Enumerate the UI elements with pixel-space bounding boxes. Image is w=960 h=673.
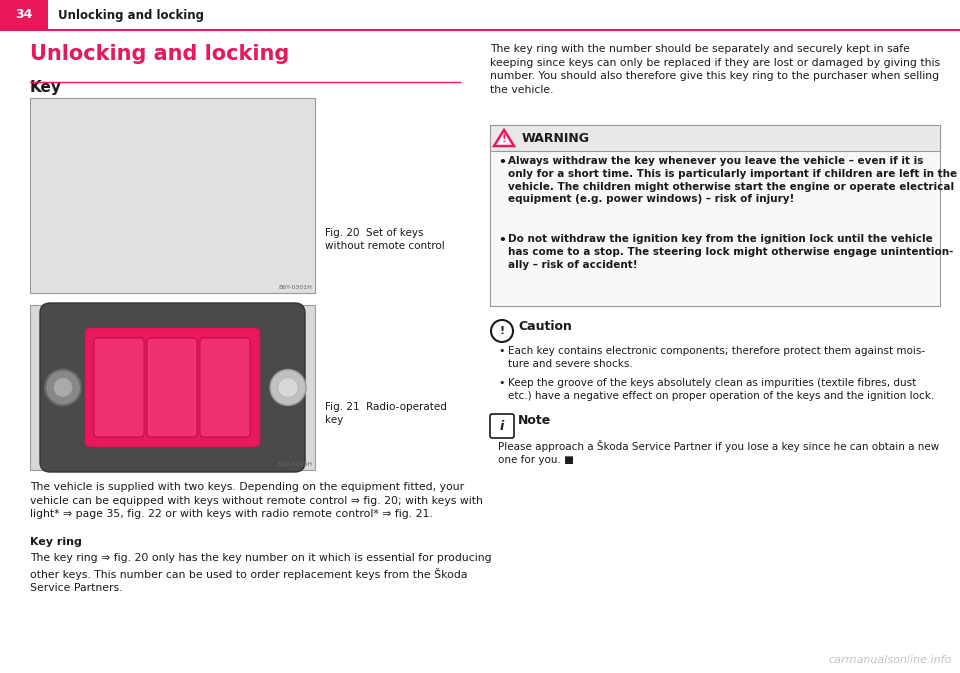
Circle shape — [270, 369, 306, 406]
FancyBboxPatch shape — [200, 338, 250, 437]
Text: The vehicle is supplied with two keys. Depending on the equipment fitted, your
v: The vehicle is supplied with two keys. D… — [30, 482, 483, 519]
Text: B6Y-0301H: B6Y-0301H — [278, 285, 312, 290]
Text: carmanualsonline.info: carmanualsonline.info — [828, 655, 952, 665]
Text: Keep the groove of the keys absolutely clean as impurities (textile fibres, dust: Keep the groove of the keys absolutely c… — [508, 378, 934, 401]
Text: Do not withdraw the ignition key from the ignition lock until the vehicle
has co: Do not withdraw the ignition key from th… — [508, 234, 953, 270]
Text: •: • — [498, 378, 505, 388]
Bar — [30, 98, 315, 293]
Text: Fig. 20  Set of keys
without remote control: Fig. 20 Set of keys without remote contr… — [325, 227, 444, 251]
FancyBboxPatch shape — [94, 338, 144, 437]
Bar — [48, 0, 960, 30]
Text: Caution: Caution — [518, 320, 572, 332]
FancyBboxPatch shape — [40, 303, 305, 472]
Circle shape — [53, 378, 73, 398]
Circle shape — [491, 320, 513, 342]
Text: Unlocking and locking: Unlocking and locking — [30, 44, 289, 64]
Text: Unlocking and locking: Unlocking and locking — [58, 9, 204, 22]
FancyBboxPatch shape — [147, 338, 197, 437]
Polygon shape — [494, 130, 514, 146]
Text: The key ring ⇒ fig. 20 only has the key number on it which is essential for prod: The key ring ⇒ fig. 20 only has the key … — [30, 553, 492, 593]
Text: !: ! — [499, 326, 505, 336]
Text: •: • — [498, 346, 505, 356]
Text: •: • — [498, 234, 506, 247]
Text: Please approach a Škoda Service Partner if you lose a key since he can obtain a : Please approach a Škoda Service Partner … — [498, 440, 939, 465]
FancyBboxPatch shape — [85, 328, 260, 447]
Bar — [490, 125, 940, 306]
Text: WARNING: WARNING — [522, 131, 590, 145]
Circle shape — [278, 378, 298, 398]
Text: Key ring: Key ring — [30, 537, 82, 547]
Text: !: ! — [502, 134, 506, 144]
Bar — [30, 305, 315, 470]
FancyBboxPatch shape — [490, 414, 514, 438]
Circle shape — [45, 369, 81, 406]
Text: 34: 34 — [15, 9, 33, 22]
Text: Key: Key — [30, 80, 61, 95]
Text: i: i — [500, 419, 504, 433]
Text: Each key contains electronic components; therefore protect them against mois-
tu: Each key contains electronic components;… — [508, 346, 925, 369]
Text: Note: Note — [518, 415, 551, 427]
Text: Fig. 21  Radio-operated
key: Fig. 21 Radio-operated key — [325, 402, 446, 425]
Bar — [490, 125, 940, 151]
Bar — [0, 0, 48, 30]
Text: Always withdraw the key whenever you leave the vehicle – even if it is
only for : Always withdraw the key whenever you lea… — [508, 156, 957, 205]
Text: •: • — [498, 156, 506, 169]
Text: B1Z-0093H: B1Z-0093H — [277, 462, 312, 467]
Text: The key ring with the number should be separately and securely kept in safe
keep: The key ring with the number should be s… — [490, 44, 940, 95]
